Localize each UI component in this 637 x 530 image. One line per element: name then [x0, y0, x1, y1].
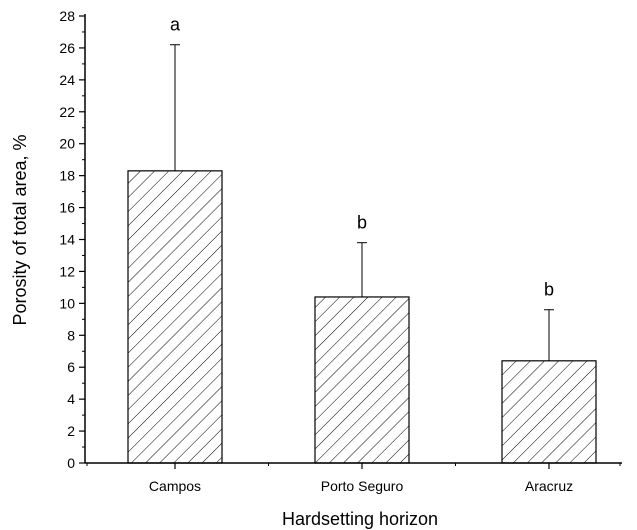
significance-label: a: [170, 15, 181, 35]
y-tick-label: 24: [59, 72, 75, 88]
y-tick-label: 22: [59, 104, 75, 120]
y-tick-label: 14: [59, 232, 75, 248]
x-axis-title: Hardsetting horizon: [282, 509, 438, 529]
significance-label: b: [357, 213, 367, 233]
y-tick-label: 18: [59, 168, 75, 184]
y-tick-label: 12: [59, 263, 75, 279]
bar: [127, 170, 223, 464]
y-tick-label: 4: [67, 391, 75, 407]
y-tick-label: 16: [59, 200, 75, 216]
y-tick-label: 20: [59, 136, 75, 152]
bar: [314, 296, 410, 464]
y-tick-label: 6: [67, 359, 75, 375]
significance-labels-layer: a b b: [170, 15, 554, 300]
category-labels-layer: Campos Porto Seguro Aracruz: [149, 478, 573, 494]
category-label: Porto Seguro: [321, 478, 404, 494]
category-label: Aracruz: [525, 478, 573, 494]
error-bars-layer: [170, 44, 554, 361]
y-tick-label: 8: [67, 327, 75, 343]
category-label: Campos: [149, 478, 201, 494]
y-tick-label: 2: [67, 423, 75, 439]
y-tick-label: 26: [59, 40, 75, 56]
significance-label: b: [544, 280, 554, 300]
y-tick-label: 10: [59, 295, 75, 311]
y-tick-label: 0: [67, 455, 75, 471]
y-axis-title: Porosity of total area, %: [10, 134, 30, 325]
y-tick-label: 28: [59, 8, 75, 24]
bar: [501, 360, 597, 464]
